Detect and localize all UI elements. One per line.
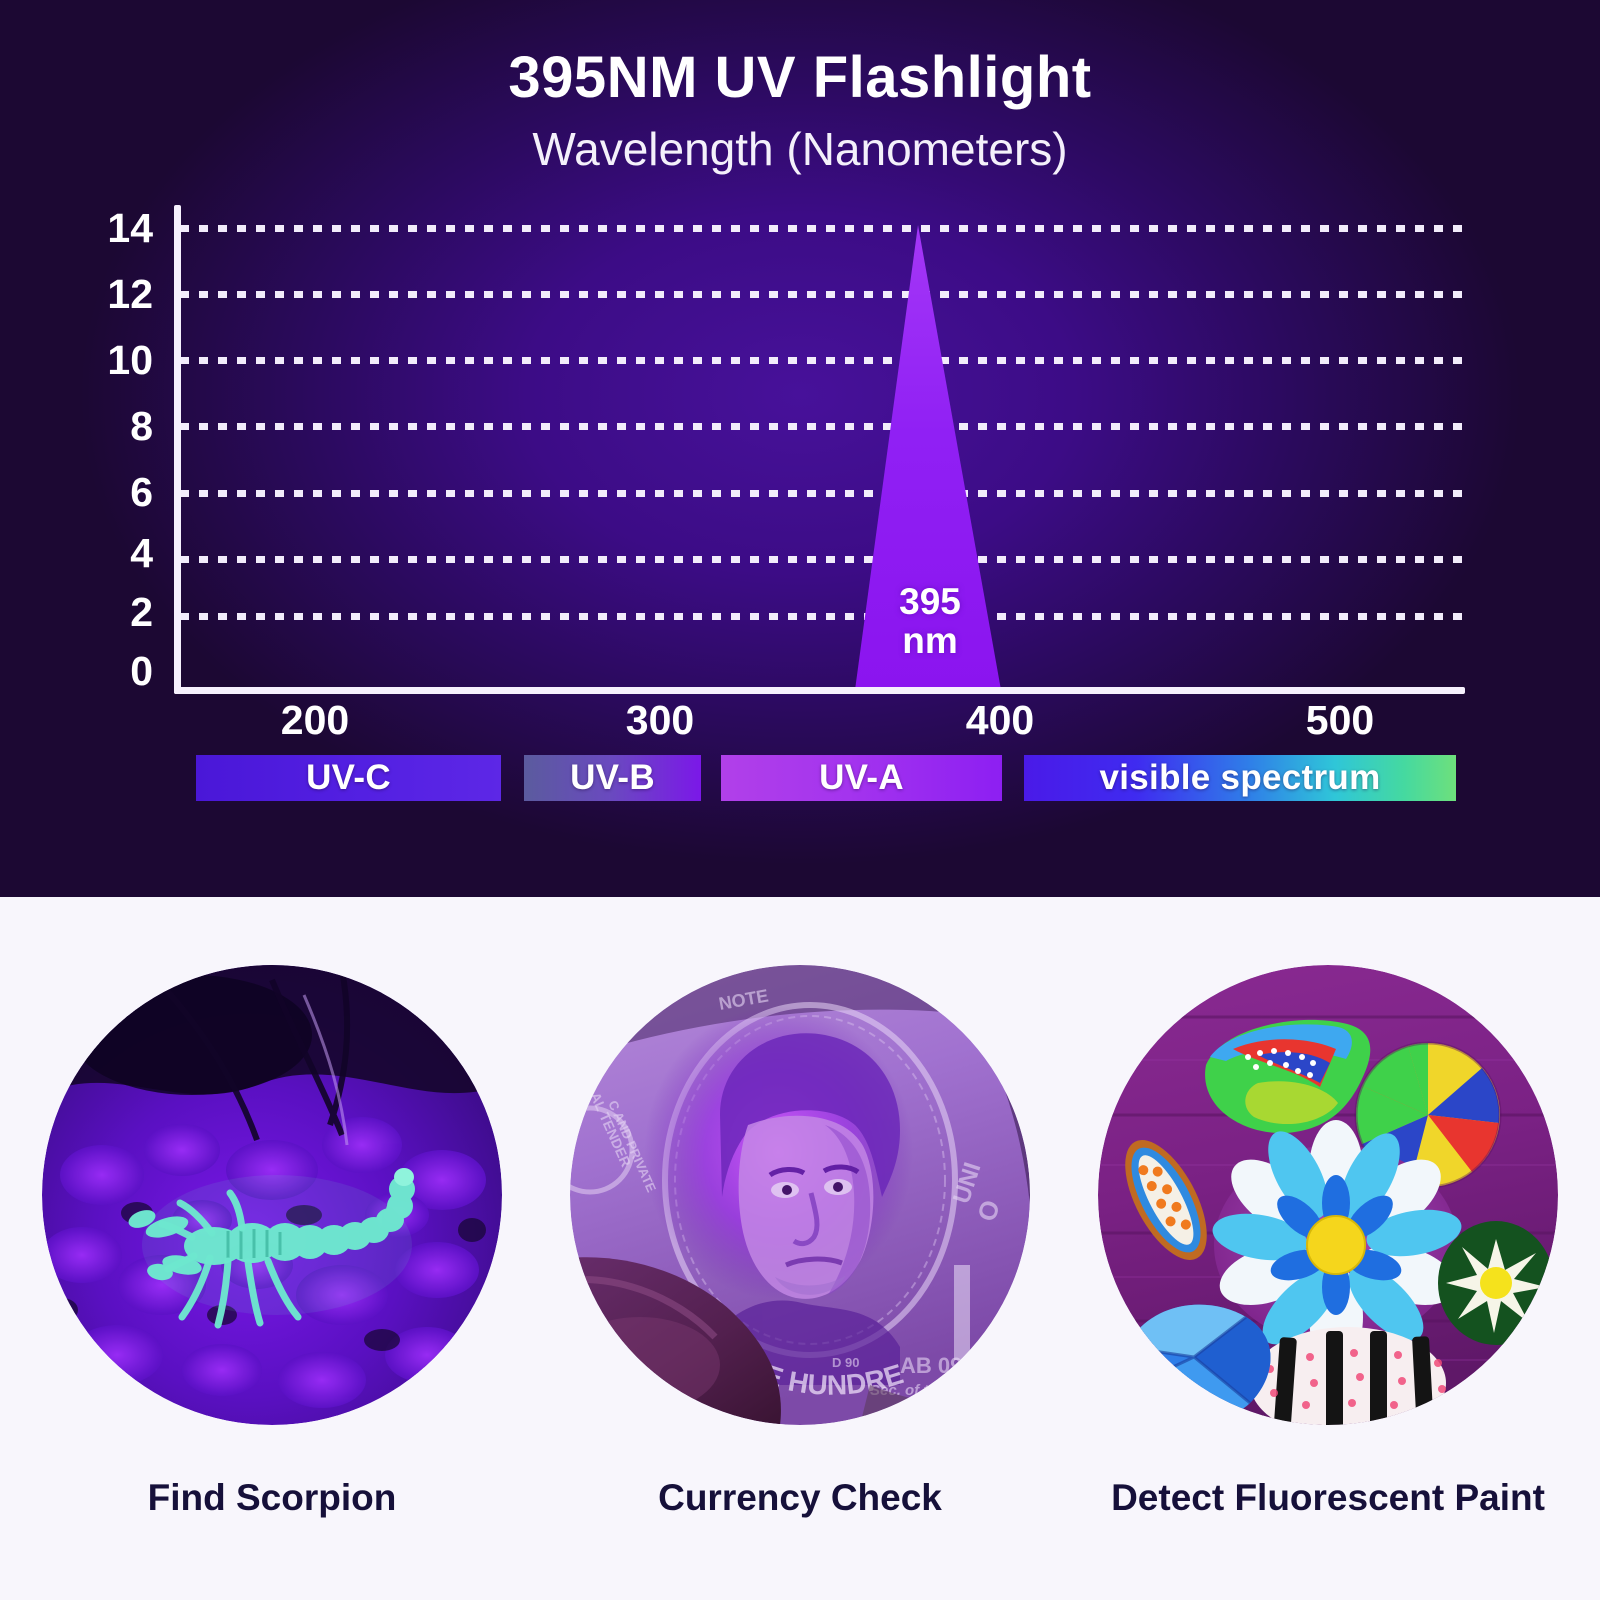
gridline-14 [180, 225, 1465, 232]
y-tick-2: 2 [130, 589, 153, 635]
y-tick-14: 14 [107, 205, 153, 251]
gridline-10 [180, 357, 1465, 364]
gridline-2 [180, 613, 1465, 620]
painted-rocks-photo [1098, 965, 1558, 1425]
y-tick-12: 12 [107, 271, 153, 317]
gridline-8 [180, 423, 1465, 430]
photo-caption-currency: Currency Check [658, 1477, 942, 1518]
spectrum-band-row: UV-C UV-B UV-A visible spectrum [0, 755, 1600, 801]
band-uv-b: UV-B [524, 755, 701, 801]
y-axis-line [174, 205, 181, 694]
spike-label-value: 395 [899, 581, 961, 622]
uv-chart-panel: 395NM UV Flashlight Wavelength (Nanomete… [0, 0, 1600, 897]
x-axis-line [174, 687, 1465, 694]
x-tick-300: 300 [625, 697, 695, 743]
band-uv-b-label: UV-B [570, 758, 655, 797]
scorpion-photo [42, 965, 502, 1425]
band-uv-c-label: UV-C [306, 758, 391, 797]
photo-column-scorpion: Find Scorpion [7, 897, 537, 1600]
y-tick-10: 10 [107, 337, 153, 383]
gridline-6 [180, 490, 1465, 497]
gridline-4 [180, 556, 1465, 563]
band-uv-a-label: UV-A [819, 758, 904, 797]
uv-emission-spike [845, 225, 1015, 690]
y-tick-6: 6 [130, 469, 153, 515]
banknote-photo: 77 Y NOTE AL TENDER C AND PRIVATE UNI O … [570, 965, 1030, 1425]
x-tick-500: 500 [1305, 697, 1375, 743]
photo-column-currency: 77 Y NOTE AL TENDER C AND PRIVATE UNI O … [535, 897, 1065, 1600]
spike-label-unit: nm [902, 619, 958, 661]
band-uv-c: UV-C [196, 755, 501, 801]
photo-caption-scorpion: Find Scorpion [147, 1477, 397, 1518]
photo-column-painted-rocks: Detect Fluorescent Paint [1063, 897, 1593, 1600]
band-uv-a: UV-A [721, 755, 1002, 801]
y-tick-8: 8 [130, 403, 153, 449]
gridline-12 [180, 291, 1465, 298]
plot-area [180, 225, 1465, 690]
y-tick-0: 0 [130, 648, 153, 694]
svg-text:D 90: D 90 [832, 1355, 859, 1370]
svg-text:77 Y: 77 Y [583, 989, 641, 1029]
band-visible-spectrum: visible spectrum [1024, 755, 1456, 801]
x-tick-200: 200 [280, 697, 350, 743]
spike-wavelength-label: 395 nm [845, 581, 1015, 661]
svg-text:AB 09: AB 09 [900, 1353, 962, 1378]
y-tick-4: 4 [130, 530, 153, 576]
photo-caption-painted-rocks: Detect Fluorescent Paint [1111, 1477, 1545, 1518]
use-case-photo-panel: Find Scorpion [0, 897, 1600, 1600]
page-title: 395NM UV Flashlight [508, 45, 1092, 110]
chart-subtitle: Wavelength (Nanometers) [532, 123, 1068, 175]
band-visible-spectrum-label: visible spectrum [1099, 758, 1381, 797]
x-tick-400: 400 [965, 697, 1035, 743]
